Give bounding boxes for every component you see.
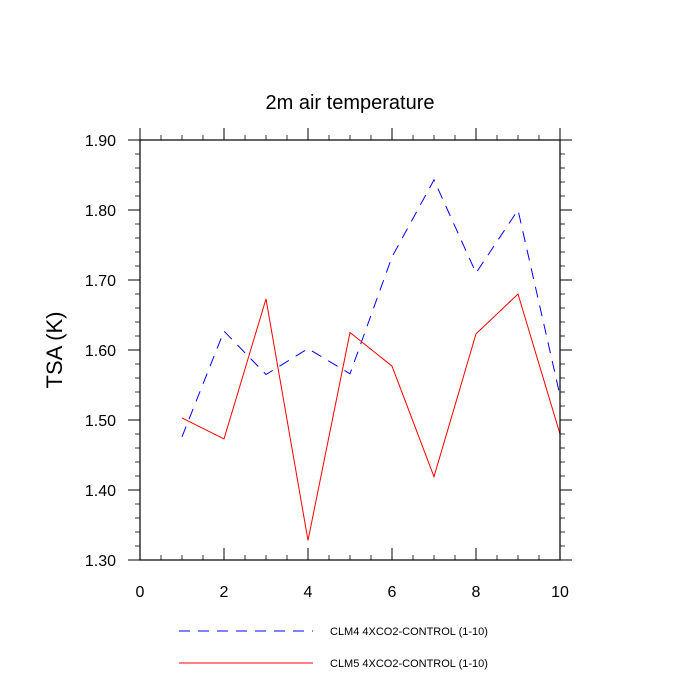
y-tick-label: 1.80 bbox=[85, 203, 116, 220]
y-tick-label: 1.70 bbox=[85, 273, 116, 290]
series-1 bbox=[181, 178, 561, 437]
axis-tick-labels: 0 2 4 6 8 10 1.30 1.40 1.50 1.60 1.70 1.80 1.90 bbox=[85, 133, 569, 601]
series-line bbox=[181, 178, 561, 437]
data-series bbox=[181, 178, 561, 541]
series-line bbox=[181, 293, 561, 541]
series-2 bbox=[181, 293, 561, 541]
y-tick-label: 1.90 bbox=[85, 133, 116, 150]
legend-label: CLM4 4XCO2-CONTROL (1-10) bbox=[330, 626, 488, 638]
axis-ticks bbox=[128, 128, 572, 561]
legend-label: CLM5 4XCO2-CONTROL (1-10) bbox=[330, 658, 488, 670]
y-tick-label: 1.30 bbox=[85, 553, 116, 570]
plot-frame bbox=[139, 139, 561, 561]
y-tick-label: 1.50 bbox=[85, 413, 116, 430]
legend: CLM4 4XCO2-CONTROL (1-10) CLM5 4XCO2-CONT… bbox=[179, 626, 488, 670]
x-tick-label: 6 bbox=[388, 584, 397, 601]
x-tick-label: 8 bbox=[472, 584, 481, 601]
y-tick-label: 1.60 bbox=[85, 343, 116, 360]
chart-title: 2m air temperature bbox=[266, 92, 435, 114]
y-tick-label: 1.40 bbox=[85, 483, 116, 500]
x-tick-label: 10 bbox=[551, 584, 569, 601]
x-tick-label: 0 bbox=[136, 584, 145, 601]
x-tick-label: 2 bbox=[220, 584, 229, 601]
x-tick-label: 4 bbox=[304, 584, 313, 601]
y-axis-label: TSA (K) bbox=[42, 311, 67, 388]
